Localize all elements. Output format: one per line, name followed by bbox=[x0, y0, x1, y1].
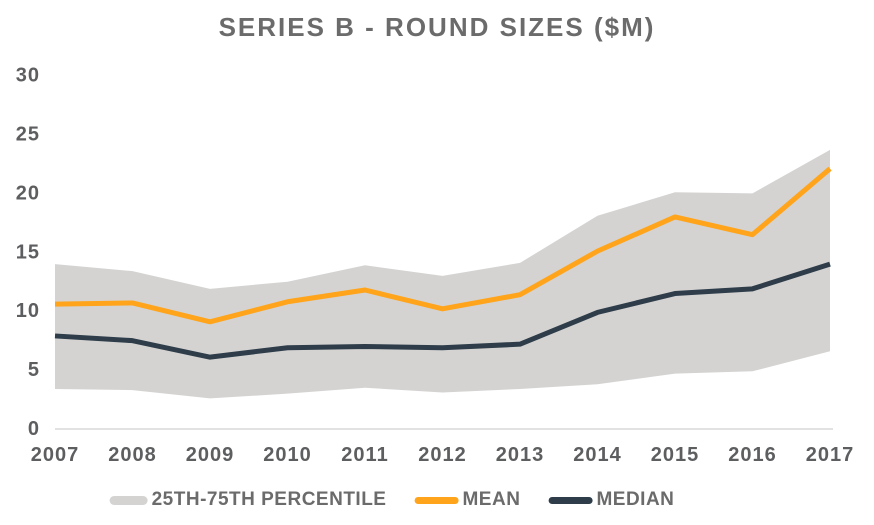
legend-item-percentile-band: 25TH-75TH PERCENTILE bbox=[109, 489, 387, 511]
legend-label-percentile-band: 25TH-75TH PERCENTILE bbox=[151, 489, 387, 510]
median-line-swatch-icon bbox=[548, 496, 593, 504]
x-tick-label: 2012 bbox=[418, 444, 467, 466]
chart-title: SERIES B - ROUND SIZES ($M) bbox=[218, 12, 656, 42]
y-tick-label: 5 bbox=[28, 359, 40, 381]
mean-line bbox=[54, 166, 832, 325]
x-tick-label: 2007 bbox=[31, 444, 80, 466]
x-tick-label: 2014 bbox=[573, 444, 622, 466]
y-tick-label: 20 bbox=[16, 182, 40, 204]
legend-label-median: MEDIAN bbox=[596, 489, 675, 510]
legend-item-median: MEDIAN bbox=[548, 489, 674, 511]
mean-line-swatch-icon bbox=[414, 496, 459, 504]
percentile-band-area bbox=[55, 149, 830, 399]
x-tick-label: 2017 bbox=[806, 444, 855, 466]
percentile-band-swatch-icon bbox=[109, 495, 148, 505]
y-tick-label: 0 bbox=[28, 418, 40, 440]
y-tick-label: 25 bbox=[16, 124, 40, 146]
x-tick-label: 2008 bbox=[108, 444, 157, 466]
y-tick-label: 10 bbox=[16, 300, 40, 322]
median-line bbox=[54, 261, 831, 360]
x-tick-label: 2009 bbox=[186, 444, 235, 466]
y-tick-label: 15 bbox=[16, 241, 40, 263]
x-tick-label: 2011 bbox=[341, 444, 388, 466]
x-tick-label: 2010 bbox=[263, 444, 312, 466]
x-tick-label: 2015 bbox=[651, 444, 700, 466]
legend-item-mean: MEAN bbox=[414, 489, 520, 511]
x-tick-label: 2016 bbox=[728, 444, 777, 466]
chart-legend: 25TH-75TH PERCENTILE MEAN MEDIAN bbox=[109, 489, 675, 511]
y-tick-label: 30 bbox=[16, 65, 40, 87]
x-tick-label: 2013 bbox=[496, 444, 545, 466]
legend-label-mean: MEAN bbox=[462, 489, 521, 510]
